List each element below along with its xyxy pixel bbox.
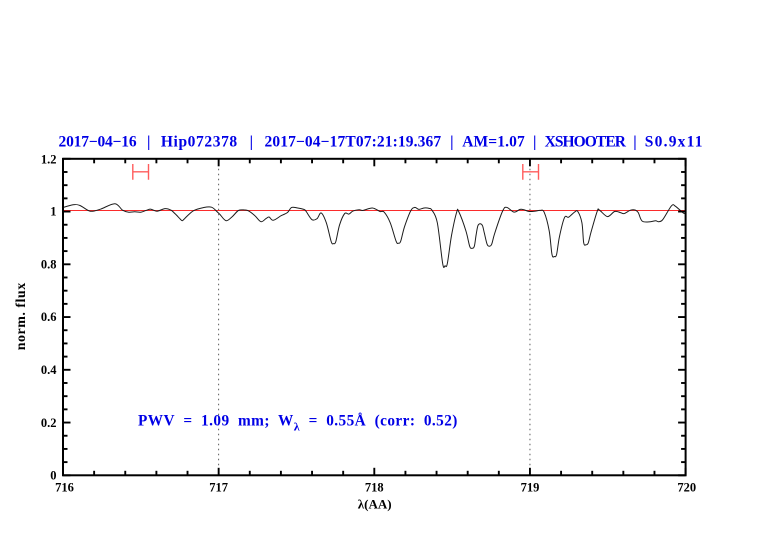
svg-text:0.2: 0.2 [41,416,57,430]
svg-text:2017−04−16: 2017−04−16 [59,134,137,151]
svg-text:0.4: 0.4 [41,363,57,377]
svg-text:2017−04−17T07:21:19.367: 2017−04−17T07:21:19.367 [265,134,442,151]
svg-text:PWV = 1.09 mm; Wλ = 0.55: PWV = 1.09 mm; Wλ = 0.55Å (corr: 0.52) [138,413,458,434]
svg-text:0: 0 [50,468,56,482]
svg-text:720: 720 [677,481,696,495]
svg-text:|: | [147,134,150,151]
svg-text:|: | [250,134,253,151]
svg-text:S0.9x11: S0.9x11 [645,134,704,151]
svg-text:1.2: 1.2 [41,152,57,166]
svg-text:0.6: 0.6 [41,310,57,324]
svg-text:|: | [633,134,636,151]
svg-text:0.8: 0.8 [41,257,57,271]
svg-text:719: 719 [521,481,540,495]
svg-text:norm. flux: norm. flux [14,282,29,350]
svg-text:λ(AA): λ(AA) [358,496,392,511]
svg-text:718: 718 [365,481,384,495]
svg-text:1: 1 [50,205,56,219]
svg-text:AM=1.07: AM=1.07 [462,134,525,151]
svg-text:Hip072378: Hip072378 [161,134,238,151]
svg-text:|: | [450,134,453,151]
svg-text:|: | [533,134,536,151]
svg-text:716: 716 [55,481,74,495]
svg-text:XSHOOTER: XSHOOTER [545,134,627,151]
svg-text:717: 717 [209,481,228,495]
